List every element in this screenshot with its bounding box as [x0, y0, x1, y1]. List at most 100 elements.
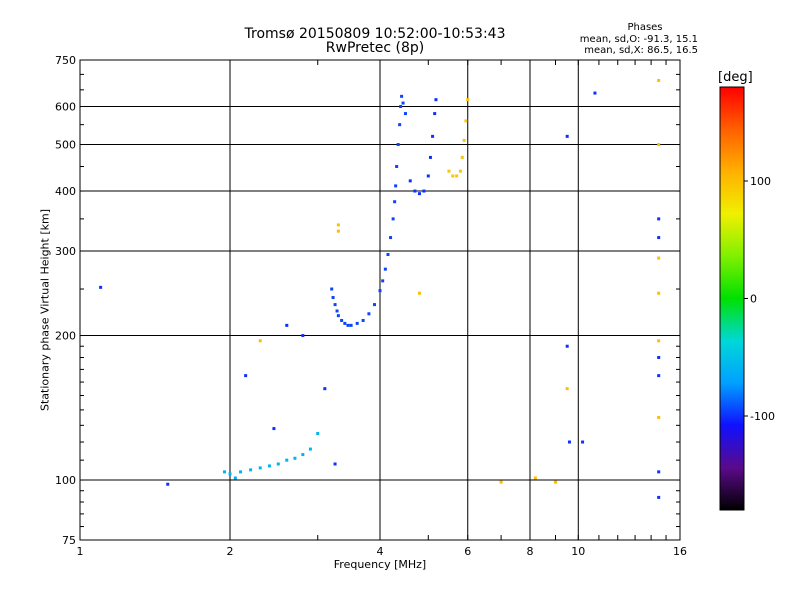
data-point: [293, 456, 297, 460]
data-point: [567, 440, 571, 444]
data-point: [267, 464, 271, 468]
data-point: [393, 200, 397, 204]
data-point: [458, 169, 462, 173]
data-point: [581, 440, 585, 444]
data-point: [391, 217, 395, 221]
chart-subtitle: RwPretec (8p): [325, 40, 425, 56]
x-tick-label: 4: [377, 545, 384, 558]
y-tick-label: 75: [62, 534, 76, 547]
colorbar-tick-label: 0: [750, 293, 757, 306]
chart-title: Tromsø 20150809 10:52:00-10:53:43: [244, 26, 506, 42]
data-point: [378, 289, 382, 293]
data-point: [331, 296, 335, 300]
x-axis-label: Frequency [MHz]: [333, 558, 427, 571]
data-point: [451, 174, 455, 178]
data-point: [99, 285, 103, 289]
data-point: [657, 470, 661, 474]
data-point: [657, 374, 661, 378]
y-tick-label: 600: [55, 101, 76, 114]
y-tick-label: 750: [55, 54, 76, 67]
data-point: [657, 143, 661, 147]
data-point: [389, 236, 393, 240]
data-point: [434, 98, 438, 102]
data-point: [417, 291, 421, 295]
data-point: [233, 476, 237, 480]
data-point: [333, 303, 337, 307]
data-point: [258, 339, 262, 343]
colorbar-label: [deg]: [718, 70, 753, 85]
data-point: [316, 432, 320, 436]
y-tick-label: 300: [55, 245, 76, 258]
data-point: [166, 482, 170, 486]
data-point: [276, 462, 280, 466]
data-point: [400, 94, 404, 98]
data-point: [228, 472, 232, 476]
colorbar-tick-label: 100: [750, 175, 771, 188]
y-tick-label: 500: [55, 139, 76, 152]
y-tick-label: 200: [55, 330, 76, 343]
data-point: [396, 143, 400, 147]
data-point: [657, 355, 661, 359]
data-point: [657, 291, 661, 295]
data-point: [285, 323, 289, 327]
data-point: [386, 253, 390, 257]
data-point: [258, 466, 262, 470]
data-point: [565, 387, 569, 391]
data-point: [426, 174, 430, 178]
y-tick-label: 400: [55, 185, 76, 198]
data-point: [373, 303, 377, 307]
data-point: [398, 123, 402, 127]
x-tick-label: 1: [77, 545, 84, 558]
data-point: [466, 98, 470, 102]
data-point: [394, 184, 398, 188]
data-point: [413, 189, 417, 193]
data-point: [355, 321, 359, 325]
phase-stats-x-mode: mean, sd,X: 86.5, 16.5: [584, 45, 698, 56]
data-point: [381, 279, 385, 283]
data-point: [657, 217, 661, 221]
x-tick-label: 16: [673, 545, 687, 558]
data-point: [336, 229, 340, 233]
data-point: [335, 309, 339, 313]
colorbar: [719, 86, 745, 511]
data-point: [336, 314, 340, 318]
data-point: [593, 91, 597, 95]
data-point: [657, 415, 661, 419]
data-point: [383, 267, 387, 271]
colorbar-tick-label: -100: [750, 410, 775, 423]
data-point: [244, 374, 248, 378]
data-point: [422, 189, 426, 193]
data-point: [657, 495, 661, 499]
data-point: [330, 287, 334, 291]
phase-stats-o-mode: mean, sd,O: -91.3, 15.1: [579, 34, 698, 45]
data-point: [399, 105, 403, 109]
data-point: [336, 223, 340, 227]
data-point: [565, 134, 569, 138]
data-point: [301, 453, 305, 457]
data-point: [346, 323, 350, 327]
data-point: [433, 112, 437, 116]
data-point: [340, 318, 344, 322]
data-point: [401, 101, 405, 105]
data-point: [403, 112, 407, 116]
data-point: [464, 119, 468, 123]
x-tick-label: 6: [464, 545, 471, 558]
data-point: [323, 387, 327, 391]
data-point: [657, 78, 661, 82]
data-point: [462, 138, 466, 142]
data-point: [657, 236, 661, 240]
data-point: [272, 427, 276, 431]
data-point: [285, 458, 289, 462]
data-point: [455, 174, 459, 178]
data-point: [417, 192, 421, 196]
data-point: [533, 476, 537, 480]
data-point: [361, 318, 365, 322]
data-point: [367, 312, 371, 316]
x-tick-label: 8: [527, 545, 534, 558]
data-point: [565, 344, 569, 348]
phase-stats-heading: Phases: [627, 22, 663, 33]
data-point: [657, 256, 661, 260]
data-point: [301, 334, 305, 338]
x-tick-label: 10: [571, 545, 585, 558]
